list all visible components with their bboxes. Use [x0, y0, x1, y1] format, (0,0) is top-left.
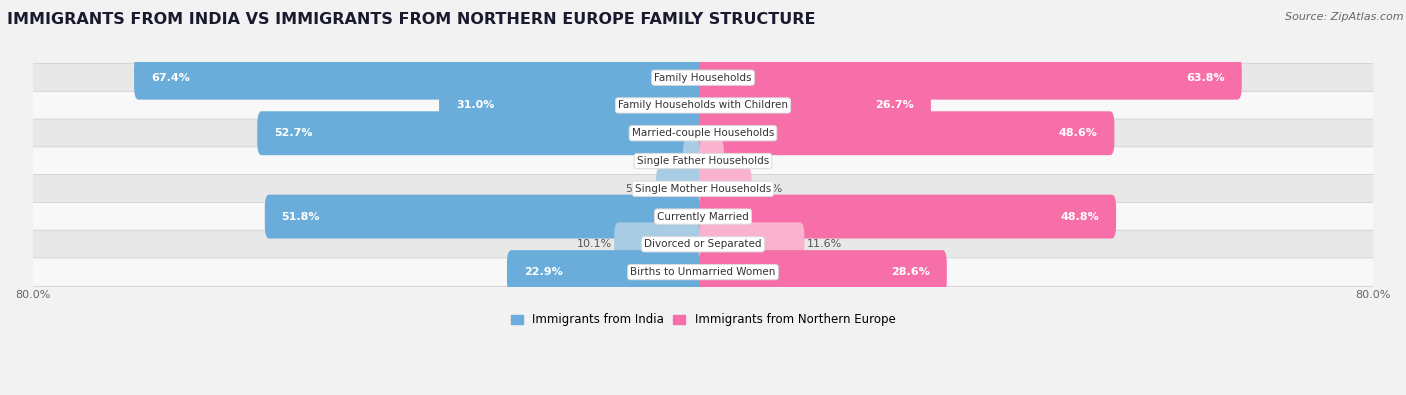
Text: 10.1%: 10.1%: [576, 239, 612, 249]
FancyBboxPatch shape: [32, 119, 1374, 147]
FancyBboxPatch shape: [683, 139, 707, 183]
Text: 48.6%: 48.6%: [1059, 128, 1098, 138]
FancyBboxPatch shape: [508, 250, 707, 294]
Text: 26.7%: 26.7%: [876, 100, 914, 111]
FancyBboxPatch shape: [32, 175, 1374, 203]
Text: 52.7%: 52.7%: [274, 128, 312, 138]
Text: 63.8%: 63.8%: [1187, 73, 1225, 83]
FancyBboxPatch shape: [699, 83, 931, 128]
Text: 5.3%: 5.3%: [754, 184, 782, 194]
Text: 1.9%: 1.9%: [652, 156, 681, 166]
FancyBboxPatch shape: [699, 195, 1116, 239]
FancyBboxPatch shape: [614, 222, 707, 266]
Text: 48.8%: 48.8%: [1060, 212, 1099, 222]
Text: 28.6%: 28.6%: [891, 267, 929, 277]
Text: Single Father Households: Single Father Households: [637, 156, 769, 166]
Text: 2.0%: 2.0%: [727, 156, 755, 166]
Text: Source: ZipAtlas.com: Source: ZipAtlas.com: [1285, 12, 1403, 22]
FancyBboxPatch shape: [657, 167, 707, 211]
Text: Family Households with Children: Family Households with Children: [619, 100, 787, 111]
FancyBboxPatch shape: [32, 91, 1374, 120]
FancyBboxPatch shape: [32, 202, 1374, 231]
Text: Births to Unmarried Women: Births to Unmarried Women: [630, 267, 776, 277]
FancyBboxPatch shape: [699, 167, 752, 211]
Text: Single Mother Households: Single Mother Households: [636, 184, 770, 194]
Text: 67.4%: 67.4%: [150, 73, 190, 83]
FancyBboxPatch shape: [257, 111, 707, 155]
Text: Married-couple Households: Married-couple Households: [631, 128, 775, 138]
Text: 51.8%: 51.8%: [281, 212, 321, 222]
FancyBboxPatch shape: [32, 64, 1374, 92]
FancyBboxPatch shape: [134, 56, 707, 100]
Text: IMMIGRANTS FROM INDIA VS IMMIGRANTS FROM NORTHERN EUROPE FAMILY STRUCTURE: IMMIGRANTS FROM INDIA VS IMMIGRANTS FROM…: [7, 12, 815, 27]
Text: 22.9%: 22.9%: [523, 267, 562, 277]
FancyBboxPatch shape: [699, 56, 1241, 100]
Text: Currently Married: Currently Married: [657, 212, 749, 222]
Legend: Immigrants from India, Immigrants from Northern Europe: Immigrants from India, Immigrants from N…: [506, 308, 900, 331]
FancyBboxPatch shape: [32, 258, 1374, 286]
FancyBboxPatch shape: [32, 230, 1374, 258]
Text: 5.1%: 5.1%: [626, 184, 654, 194]
Text: Family Households: Family Households: [654, 73, 752, 83]
Text: 31.0%: 31.0%: [456, 100, 494, 111]
FancyBboxPatch shape: [439, 83, 707, 128]
FancyBboxPatch shape: [699, 222, 804, 266]
Text: Divorced or Separated: Divorced or Separated: [644, 239, 762, 249]
Text: 11.6%: 11.6%: [807, 239, 842, 249]
FancyBboxPatch shape: [699, 250, 946, 294]
FancyBboxPatch shape: [699, 111, 1115, 155]
FancyBboxPatch shape: [264, 195, 707, 239]
FancyBboxPatch shape: [32, 147, 1374, 175]
FancyBboxPatch shape: [699, 139, 724, 183]
